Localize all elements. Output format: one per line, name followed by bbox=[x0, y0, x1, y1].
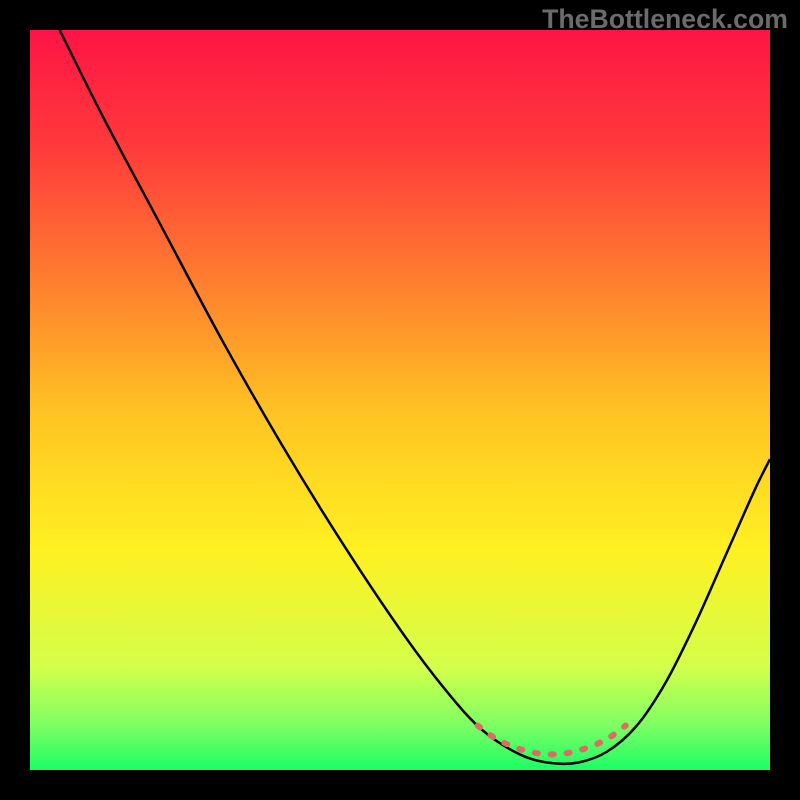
watermark-text: TheBottleneck.com bbox=[542, 4, 788, 35]
chart-stage: TheBottleneck.com bbox=[0, 0, 800, 800]
plot-area bbox=[30, 30, 770, 770]
gradient-background bbox=[30, 30, 770, 770]
chart-svg bbox=[30, 30, 770, 770]
